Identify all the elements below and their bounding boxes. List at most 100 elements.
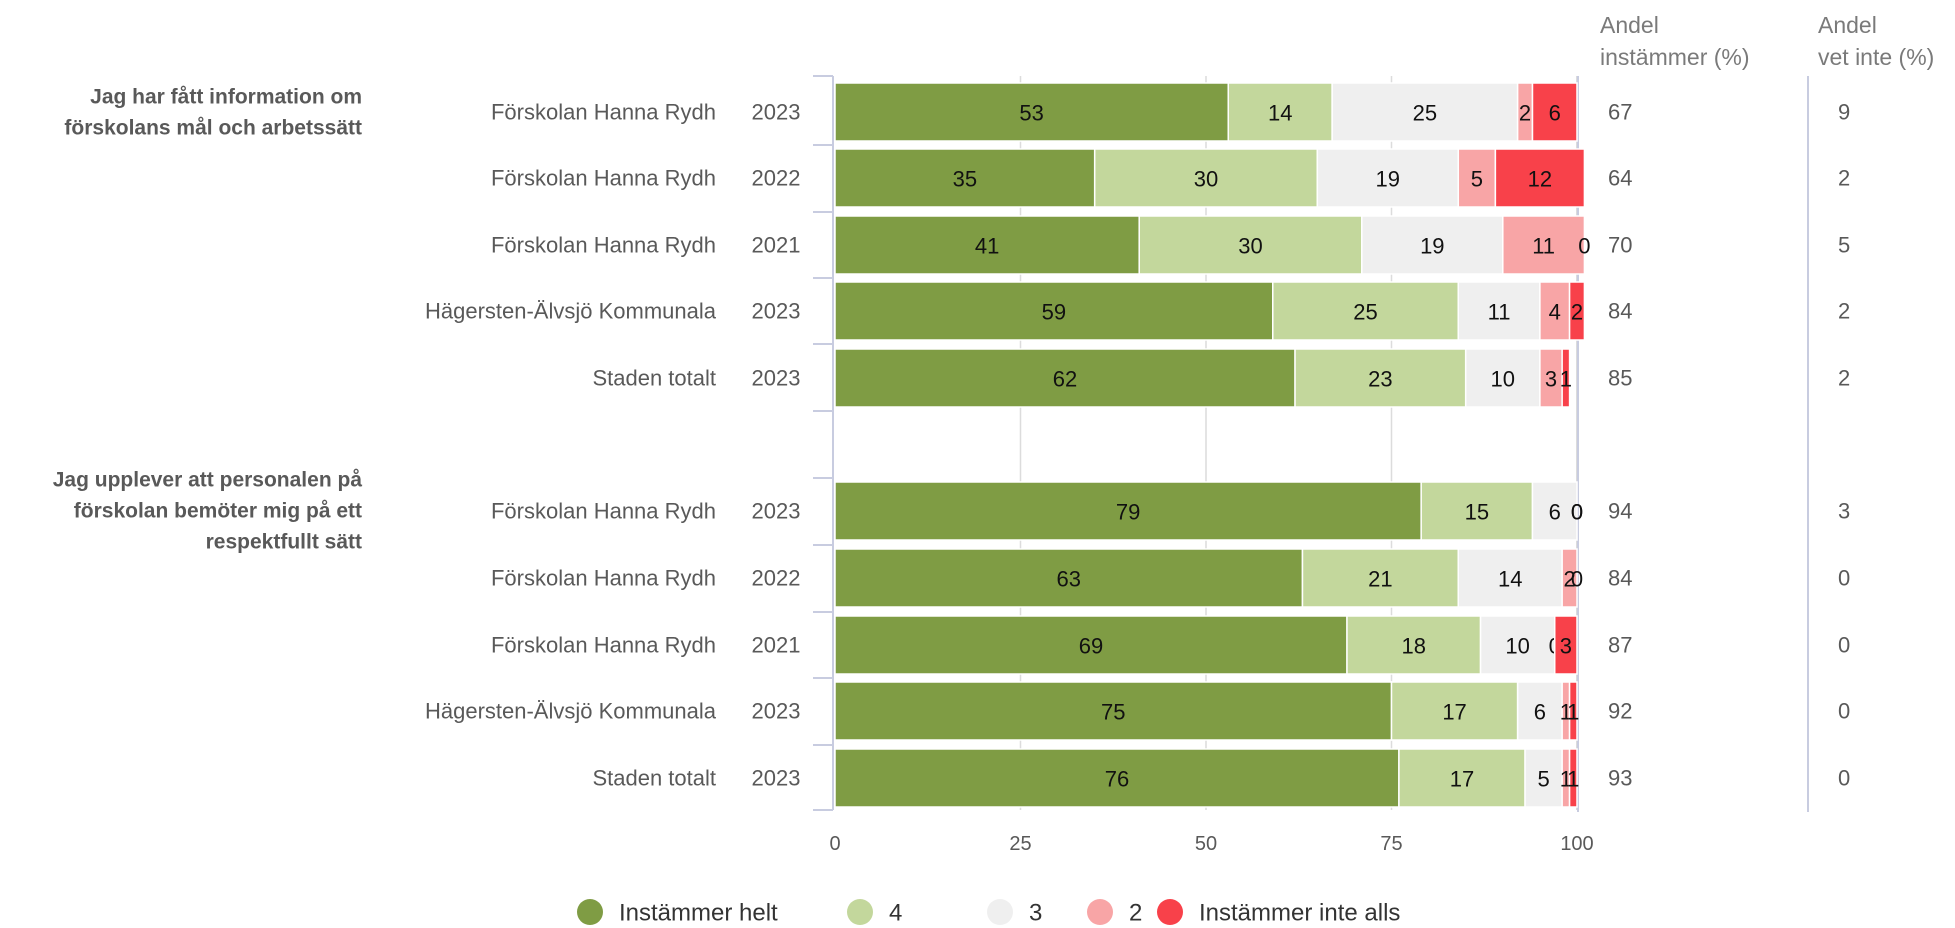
bar-row: Förskolan Hanna Rydh 2023 79 15 6 00 94 3 (491, 481, 1850, 541)
bar-segment (1502, 215, 1586, 275)
bar-row: Staden totalt 2023 76 17 5 11 93 0 (592, 748, 1850, 808)
bar-segment (1553, 615, 1578, 675)
agree-share-value: 84 (1608, 299, 1632, 324)
agree-share-value: 93 (1608, 766, 1632, 791)
bar-value-label: 17 (1442, 700, 1466, 725)
row-unit-label: Förskolan Hanna Rydh (491, 100, 716, 125)
bar-row: Förskolan Hanna Rydh 2023 53 14 25 2 6 67 9 (491, 82, 1850, 142)
agree-share-value: 92 (1608, 699, 1632, 724)
legend-marker (1157, 899, 1183, 925)
x-axis: 0 25 50 75 100 (829, 833, 1593, 855)
dontknow-share-value: 0 (1838, 633, 1850, 658)
question-label: Jag upplever att personalen på (53, 469, 363, 492)
legend-item: 4 (847, 899, 902, 927)
bar-value-label: 15 (1465, 500, 1489, 525)
question-label: förskolan bemöter mig på ett (74, 500, 362, 523)
legend-item: 2 (1087, 899, 1142, 927)
bar-value-label: 14 (1268, 101, 1292, 126)
row-year-label: 2023 (752, 766, 801, 791)
legend-label: 3 (1029, 900, 1042, 927)
row-unit-label: Hägersten-Älvsjö Kommunala (425, 699, 717, 724)
bar-segment (1494, 148, 1586, 208)
bar-value-label: 2 (1563, 567, 1575, 592)
question-label: Jag har fått information om (90, 86, 362, 109)
bar-value-label: 0 (1571, 500, 1583, 525)
bar-value-label: 62 (1053, 367, 1077, 392)
bar-segment (1531, 481, 1578, 541)
legend-label: Instämmer inte alls (1199, 900, 1400, 927)
row-unit-label: Staden totalt (592, 366, 716, 391)
question-label: förskolans mål och arbetssätt (64, 117, 362, 140)
bar-value-label: 0 (1571, 500, 1583, 525)
bar-value-label: 2 (1571, 300, 1583, 325)
bar-row: Hägersten-Älvsjö Kommunala 2023 75 17 6 11 92 0 (425, 681, 1850, 741)
bar-segment (834, 548, 1304, 608)
bar-segment (1093, 148, 1319, 208)
bar-value-label: 30 (1194, 167, 1218, 192)
bar-segment (834, 148, 1096, 208)
bar-value-label: 25 (1353, 300, 1377, 325)
y-axis (813, 75, 834, 811)
bar-value-label: 10 (1491, 367, 1515, 392)
bar-segment (1568, 281, 1586, 341)
bar-segment (1457, 548, 1563, 608)
bar-value-label: 3 (1560, 634, 1572, 659)
dontknow-share-value: 2 (1838, 366, 1850, 391)
bar-segment (1361, 215, 1504, 275)
bar-segment (1316, 148, 1460, 208)
bar-value-label: 69 (1079, 634, 1103, 659)
bar-segment (1272, 281, 1460, 341)
bar-value-label: 21 (1368, 567, 1392, 592)
row-year-label: 2022 (752, 166, 801, 191)
bar-row: Förskolan Hanna Rydh 2021 41 30 19 11 0 70 5 (491, 215, 1850, 275)
bar-segment (834, 281, 1274, 341)
legend-marker (577, 899, 603, 925)
x-tick-label: 0 (829, 833, 840, 855)
bar-row: Förskolan Hanna Rydh202169181003870 (491, 615, 1850, 675)
agree-share-value: 67 (1608, 100, 1632, 125)
header-agree-line2: instämmer (%) (1600, 44, 1750, 70)
bar-value-label: 6 (1549, 500, 1561, 525)
bar-value-label: 75 (1101, 700, 1125, 725)
bar-value-label: 76 (1105, 767, 1129, 792)
header-dontknow-line2: vet inte (%) (1818, 44, 1934, 70)
bar-value-label: 17 (1450, 767, 1474, 792)
bar-segment (1457, 281, 1541, 341)
bar-segment (834, 82, 1230, 142)
legend-label: 4 (889, 900, 902, 927)
bar-segment (1561, 548, 1578, 608)
row-year-label: 2023 (752, 299, 801, 324)
bar-value-label: 18 (1402, 634, 1426, 659)
bar-segment (834, 215, 1140, 275)
row-year-label: 2023 (752, 699, 801, 724)
dontknow-share-value: 5 (1838, 233, 1850, 258)
question-group: Jag har fått information om förskolans må… (64, 82, 1850, 408)
legend-label: Instämmer helt (619, 900, 778, 927)
bar-value-label: 6 (1534, 700, 1546, 725)
x-tick-label: 75 (1380, 833, 1402, 855)
bar-segment (1568, 748, 1578, 808)
row-year-label: 2022 (752, 566, 801, 591)
row-year-label: 2023 (752, 100, 801, 125)
bar-segment (834, 748, 1400, 808)
bar-segment (1479, 615, 1556, 675)
row-unit-label: Förskolan Hanna Rydh (491, 633, 716, 658)
header-agree-line1: Andel (1600, 12, 1659, 38)
bar-value-label: 19 (1376, 167, 1400, 192)
dontknow-share-value: 9 (1838, 100, 1850, 125)
row-unit-label: Hägersten-Älvsjö Kommunala (425, 299, 717, 324)
bar-segment (1294, 348, 1467, 408)
bar-value-label: 12 (1528, 167, 1552, 192)
row-year-label: 2023 (752, 499, 801, 524)
bar-value-label: 35 (953, 167, 977, 192)
bar-value-label: 19 (1420, 234, 1444, 259)
bar-segment (1331, 82, 1519, 142)
row-unit-label: Staden totalt (592, 766, 716, 791)
agree-share-value: 85 (1608, 366, 1632, 391)
agree-share-value: 84 (1608, 566, 1632, 591)
header-dontknow-line1: Andel (1818, 12, 1877, 38)
agree-share-value: 64 (1608, 166, 1632, 191)
bar-value-label: 14 (1498, 567, 1522, 592)
bar-value-label: 59 (1042, 300, 1066, 325)
